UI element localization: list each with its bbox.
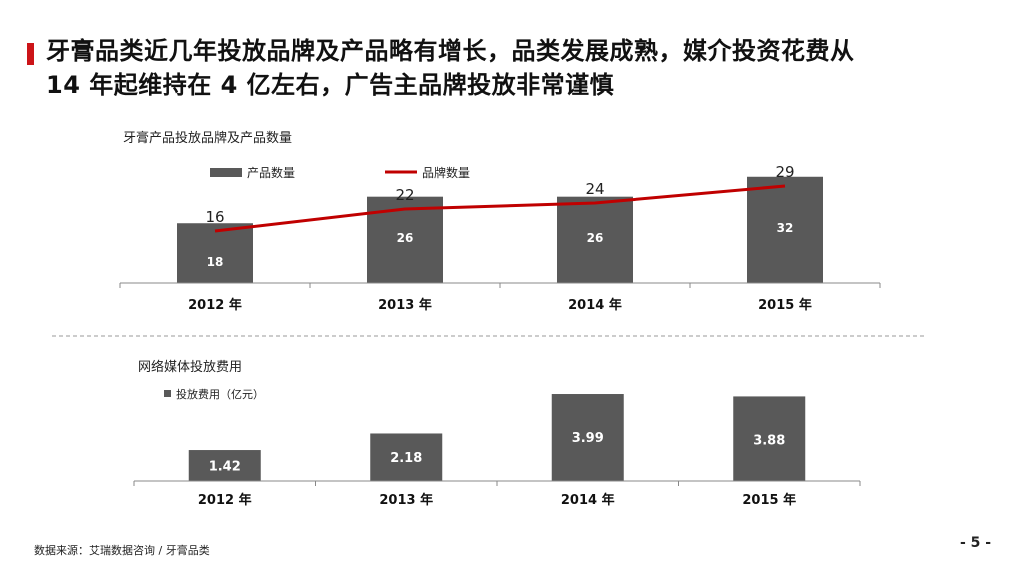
chart2-title: 网络媒体投放费用 (138, 359, 242, 375)
chart2-legend-label: 投放费用（亿元） (176, 387, 264, 401)
chart1-legend-bar-label: 产品数量 (247, 165, 295, 180)
chart1-line-value-label: 29 (775, 163, 794, 181)
chart1-line-value-label: 24 (585, 180, 604, 198)
chart1-bar-value-label: 18 (207, 255, 224, 269)
chart2-x-tick-label: 2015 年 (742, 492, 796, 508)
chart2-legend-swatch (164, 390, 171, 397)
chart1-brand-line (214, 184, 786, 233)
chart2-bar-value-label: 2.18 (390, 451, 422, 466)
chart1-bar-value-label: 26 (397, 231, 414, 245)
chart2-bar-value-label: 3.99 (572, 431, 604, 446)
chart1-x-tick-label: 2012 年 (188, 297, 242, 313)
chart1-x-tick-label: 2013 年 (378, 297, 432, 313)
chart2-x-tick-label: 2013 年 (379, 492, 433, 508)
chart2-bar-value-label: 3.88 (753, 433, 785, 448)
chart1-bar-value-label: 26 (587, 231, 604, 245)
chart1-bar (747, 176, 823, 283)
title-accent-bar (27, 43, 34, 65)
chart2-bar (370, 433, 443, 481)
chart2-bar-value-label: 1.42 (209, 460, 241, 475)
data-source-note: 数据来源：艾瑞数据咨询 / 牙膏品类 (34, 544, 210, 557)
chart1-x-tick-label: 2015 年 (758, 297, 812, 313)
chart2-bar (188, 450, 261, 481)
chart1-title: 牙膏产品投放品牌及产品数量 (123, 130, 292, 146)
page-title: 牙膏品类近几年投放品牌及产品略有增长，品类发展成熟，媒介投资花费从 14 年起维… (46, 34, 1006, 102)
chart1-legend-line-label: 品牌数量 (422, 165, 470, 180)
page-title-line-1: 牙膏品类近几年投放品牌及产品略有增长，品类发展成熟，媒介投资花费从 (46, 37, 855, 65)
page-number: - 5 - (960, 535, 992, 551)
chart2-bar (733, 396, 806, 481)
chart2-bar (551, 394, 624, 481)
page-title-line-2: 14 年起维持在 4 亿左右，广告主品牌投放非常谨慎 (46, 71, 615, 99)
chart2-x-tick-label: 2014 年 (561, 492, 615, 508)
chart1-bar (177, 223, 253, 283)
chart1-line-value-label: 22 (395, 186, 414, 204)
chart1-legend-bar-swatch (210, 168, 242, 177)
chart1-bar-value-label: 32 (777, 221, 794, 235)
chart2-x-tick-label: 2012 年 (198, 492, 252, 508)
chart1-bar (557, 196, 633, 283)
chart1-line-value-label: 16 (205, 208, 224, 226)
chart1-x-tick-label: 2014 年 (568, 297, 622, 313)
